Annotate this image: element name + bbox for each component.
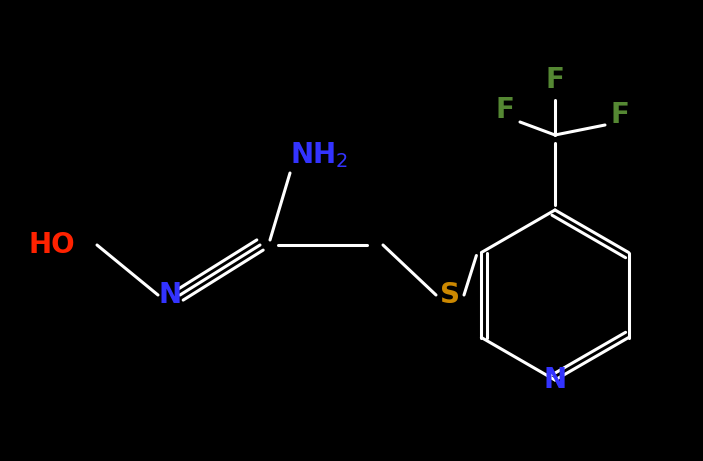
Text: N: N [158,281,181,309]
Text: S: S [440,281,460,309]
Text: F: F [611,101,629,129]
Text: F: F [496,96,515,124]
Text: HO: HO [28,231,75,259]
Text: NH$_2$: NH$_2$ [290,140,349,170]
Text: N: N [543,366,567,394]
Text: F: F [546,66,565,94]
